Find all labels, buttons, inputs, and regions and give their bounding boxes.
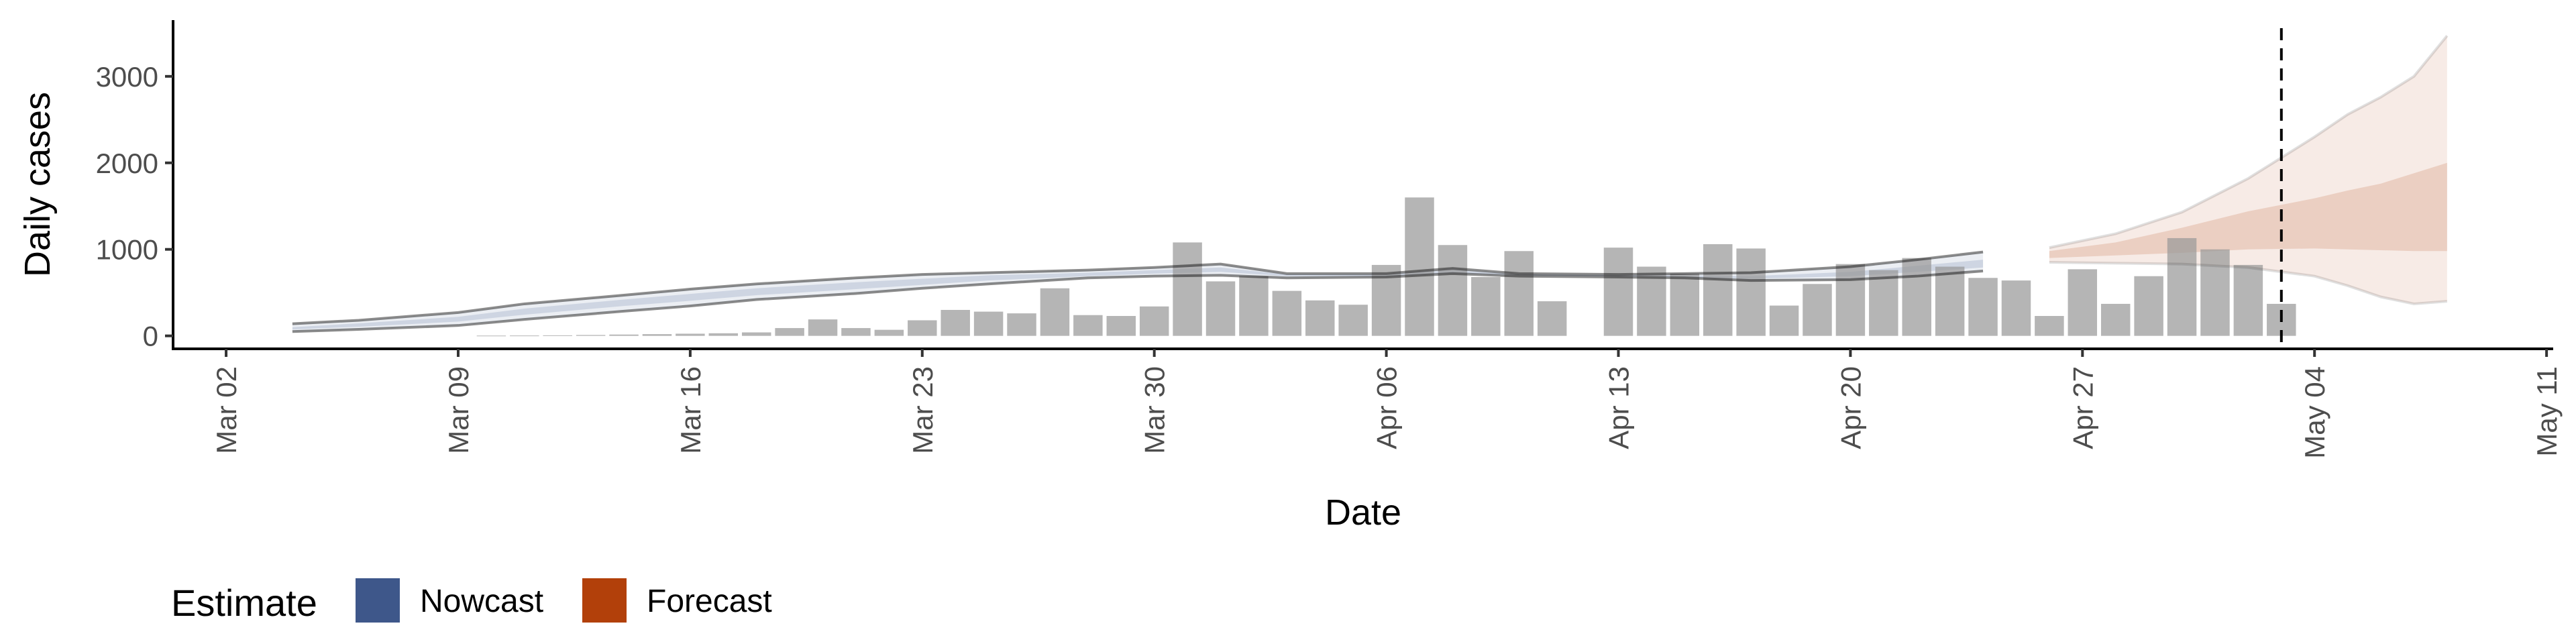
case-bar: [1869, 270, 1898, 336]
nowcast-band-90: [292, 252, 1984, 332]
x-tick-label: May 11: [2531, 366, 2563, 457]
x-tick-label: May 04: [2299, 366, 2330, 459]
y-tick-label: 0: [143, 321, 158, 352]
case-bar: [2233, 264, 2263, 336]
case-bar: [2001, 280, 2031, 336]
case-bar: [1968, 278, 1998, 336]
case-bar: [1438, 245, 1468, 336]
forecast-bands: [2049, 36, 2447, 304]
forecast-upper-line: [2049, 34, 2449, 250]
nowcast-lower-line: [292, 269, 1984, 333]
case-bar: [1173, 242, 1202, 336]
case-bar: [2134, 276, 2163, 336]
nowcast-band-50: [292, 260, 1984, 329]
case-bar: [1902, 258, 1931, 336]
case-bar: [941, 309, 970, 336]
case-bar: [1272, 290, 1302, 336]
nowcast-bands: [292, 252, 1984, 332]
case-bar: [2100, 303, 2131, 336]
case-bar: [2167, 237, 2197, 336]
x-tick-label: Mar 23: [907, 366, 938, 454]
case-bar: [1007, 313, 1036, 336]
case-bar: [1073, 315, 1103, 336]
case-bar: [1205, 281, 1236, 336]
case-bar: [1405, 197, 1434, 336]
case-bar: [808, 319, 838, 336]
case-bar: [510, 335, 539, 337]
case-bar: [1803, 284, 1832, 336]
case-bar: [1371, 264, 1401, 336]
case-bar: [708, 333, 739, 336]
legend-label-nowcast: Nowcast: [420, 584, 543, 619]
case-bar: [741, 332, 771, 336]
legend-key-nowcast: [356, 578, 400, 623]
legend-title: Estimate: [171, 582, 317, 624]
x-tick-label: Apr 06: [1371, 366, 1403, 449]
case-bar: [1139, 306, 1169, 336]
interval-lines: [292, 34, 2449, 333]
case-bar: [1537, 301, 1567, 336]
case-bar: [1040, 288, 1070, 336]
x-tick-label: Apr 27: [2067, 366, 2098, 449]
case-bar: [973, 311, 1004, 336]
x-tick-label: Mar 30: [1139, 366, 1171, 454]
x-tick-label: Apr 13: [1603, 366, 1634, 449]
y-ticks: 0 1000 2000 3000: [96, 61, 173, 352]
case-bar: [1703, 244, 1733, 336]
case-bar: [1504, 251, 1534, 336]
legend-label-forecast: Forecast: [647, 584, 772, 619]
forecast-band-90: [2049, 36, 2447, 304]
x-axis-title: Date: [1325, 492, 1401, 533]
y-tick-label: 2000: [96, 148, 158, 179]
forecast-band-50: [2049, 162, 2447, 258]
case-bar: [1305, 300, 1335, 336]
case-bar: [2035, 316, 2064, 336]
case-bar: [1603, 248, 1633, 336]
y-tick-label: 1000: [96, 234, 158, 266]
case-bar: [874, 329, 904, 336]
case-bar: [775, 328, 804, 336]
case-bar: [476, 335, 506, 337]
forecast-lower-line: [2049, 261, 2448, 305]
x-tick-label: Mar 02: [211, 366, 242, 454]
case-bar: [1338, 305, 1368, 336]
case-bar: [908, 320, 937, 336]
case-bar: [1769, 305, 1799, 336]
case-bar: [2068, 269, 2098, 336]
x-tick-label: Apr 20: [1835, 366, 1866, 449]
x-tick-label: Mar 16: [675, 366, 706, 454]
case-bar: [676, 333, 705, 336]
case-bar: [609, 334, 639, 336]
case-bar: [1471, 276, 1501, 336]
nowcast-upper-line: [292, 250, 1984, 325]
case-bar: [543, 335, 572, 336]
case-bar: [1736, 248, 1766, 336]
y-tick-label: 3000: [96, 61, 158, 93]
case-bar: [1835, 264, 1866, 336]
case-bar: [2200, 249, 2230, 336]
y-axis-title: Daily cases: [17, 92, 58, 277]
legend-key-forecast: [582, 578, 627, 623]
x-tick-label: Mar 09: [443, 366, 474, 454]
case-bar: [841, 328, 871, 336]
case-bar: [1935, 266, 1965, 336]
x-ticks: Mar 02 Mar 09 Mar 16 Mar 23 Mar 30 Apr 06 Apr …: [211, 349, 2563, 459]
case-bar: [1637, 266, 1666, 336]
bars: [476, 197, 2296, 337]
case-bar: [1106, 316, 1136, 336]
case-bar: [1670, 273, 1700, 336]
case-bar: [1239, 276, 1269, 336]
legend: Estimate Nowcast Forecast: [171, 578, 772, 624]
case-bar: [642, 334, 672, 336]
